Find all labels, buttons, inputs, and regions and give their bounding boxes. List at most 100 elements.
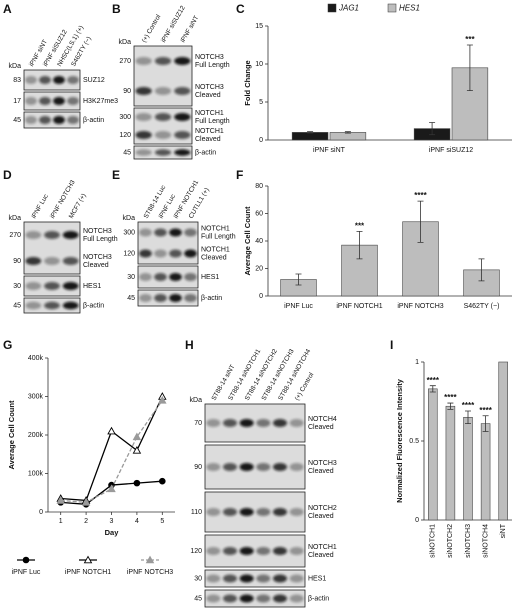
panel-letter: I (390, 338, 393, 352)
y-tick-label: 0 (415, 517, 419, 524)
blot-box (204, 444, 306, 490)
y-tick-label: 5 (259, 99, 263, 106)
x-tick-label: iPNF NOTCH1 (336, 303, 382, 310)
y-tick-label: 60 (255, 210, 263, 217)
blot-band (39, 76, 51, 84)
blot-band (53, 76, 65, 84)
marker (159, 477, 166, 485)
blot-band (67, 97, 79, 105)
blot-band (223, 594, 237, 603)
blot-band (154, 87, 172, 95)
band-label: Full Length (195, 62, 230, 69)
blot-band (53, 116, 65, 124)
blot-band (62, 257, 79, 265)
x-tick-label: siNOTCH3 (465, 524, 472, 558)
band-label: NOTCH4 (308, 416, 337, 423)
blot-box (137, 289, 199, 307)
legend-marker (83, 555, 93, 564)
blot-band (135, 131, 152, 139)
significance: *** (465, 35, 475, 44)
error-bar (466, 44, 473, 91)
blot-band (154, 113, 172, 121)
band-label: Cleaved (195, 136, 221, 143)
blot-band (184, 249, 197, 258)
blot-box (23, 111, 81, 129)
blot-band (154, 273, 167, 281)
blot-band (256, 547, 271, 555)
band-label: Cleaved (308, 552, 334, 559)
blot-box (23, 91, 81, 111)
band-label: NOTCH3 (195, 84, 224, 91)
kda-label: 83 (13, 77, 21, 84)
blot-box (204, 491, 306, 533)
blot-band (154, 294, 167, 302)
error-bar (447, 402, 454, 410)
legend-label: JAG1 (338, 4, 359, 13)
legend-label: iPNF Luc (12, 569, 41, 576)
blot-band (135, 57, 152, 65)
y-tick-label: 1 (415, 359, 419, 366)
marker (107, 426, 116, 435)
y-axis-label: Fold Change (243, 60, 252, 105)
kda-label: 30 (127, 274, 135, 281)
x-tick-label: iPNF siSUZ12 (429, 147, 473, 154)
panel-letter: B (112, 2, 121, 16)
blot-band (273, 547, 287, 555)
blot-band (184, 273, 197, 281)
blot-band (256, 419, 271, 427)
blot-band (184, 228, 197, 237)
panel-letter: F (236, 168, 243, 182)
y-tick-label: 0.5 (409, 438, 419, 445)
blot-band (289, 508, 304, 516)
error-bar (465, 410, 471, 425)
blot-band (223, 419, 237, 427)
blot-band (67, 76, 79, 84)
kda-header: kDa (9, 63, 22, 70)
x-tick-label: siNOTCH2 (447, 524, 454, 558)
blot-band (135, 149, 152, 156)
kda-label: 17 (13, 98, 21, 105)
band-label: β-actin (308, 595, 329, 602)
band-label: NOTCH1 (201, 225, 230, 232)
marker (81, 497, 91, 506)
blot-band (139, 228, 152, 237)
blot-band (154, 228, 167, 237)
y-tick-label: 20 (255, 265, 263, 272)
blot-band (289, 463, 304, 471)
x-tick-label: 3 (110, 518, 114, 525)
blot-band (256, 594, 271, 603)
blot-band (39, 116, 51, 124)
x-tick-label: siNT (500, 523, 507, 538)
blot-band (239, 574, 254, 583)
blot-band (44, 301, 60, 310)
blot-band (206, 419, 221, 427)
blot-band (25, 231, 42, 239)
y-axis-label: Average Cell Count (243, 206, 252, 275)
y-tick-label: 0 (259, 137, 263, 144)
blot-band (44, 231, 60, 239)
blot-band (273, 419, 287, 427)
blot-band (169, 294, 182, 302)
bar (498, 361, 508, 521)
kda-label: 120 (190, 548, 202, 555)
blot-band (135, 87, 152, 95)
blot-band (39, 97, 51, 105)
blot-band (25, 76, 37, 84)
panel-letter: H (185, 338, 194, 352)
error-bar (356, 230, 363, 260)
marker (107, 484, 116, 493)
blot-band (25, 97, 37, 105)
error-bar (429, 122, 436, 136)
blot-band (174, 57, 191, 65)
kda-label: 110 (191, 509, 202, 516)
band-label: Cleaved (195, 92, 221, 99)
kda-label: 270 (119, 58, 131, 65)
legend-marker (145, 555, 155, 564)
bar (428, 388, 438, 521)
blot-band (169, 249, 182, 258)
blot-band (289, 574, 304, 583)
x-tick-label: S462TY (−) (464, 303, 500, 310)
blot-box (204, 403, 306, 443)
kda-label: 30 (194, 575, 202, 582)
blot-band (154, 57, 172, 65)
